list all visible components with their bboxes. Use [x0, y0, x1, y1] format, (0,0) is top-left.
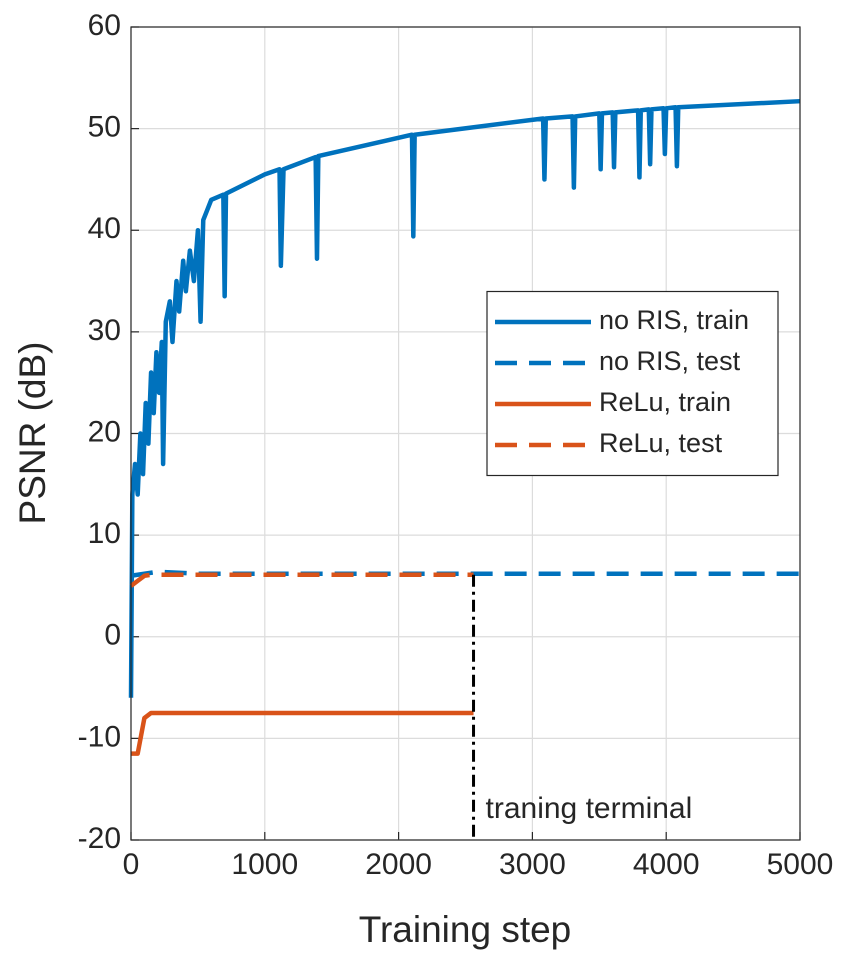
x-tick-label: 4000 [633, 848, 700, 881]
x-axis-label: Training step [359, 909, 572, 950]
x-tick-label: 5000 [767, 848, 834, 881]
legend-label: no RIS, test [599, 346, 741, 376]
y-tick-label: -20 [78, 822, 121, 855]
annotation-text: traning terminal [486, 792, 693, 825]
legend-label: ReLu, test [599, 428, 723, 458]
series-line [129, 572, 474, 588]
y-tick-label: 40 [88, 212, 121, 245]
y-tick-label: 30 [88, 314, 121, 347]
x-tick-label: 0 [123, 848, 140, 881]
y-axis-label: PSNR (dB) [12, 342, 53, 525]
y-tick-label: 0 [104, 619, 121, 652]
y-tick-label: 10 [88, 517, 121, 550]
series-line [131, 710, 474, 756]
x-tick-label: 3000 [499, 848, 566, 881]
axes-box [130, 26, 801, 841]
y-tick-label: -10 [78, 720, 121, 753]
x-tick-label: 1000 [231, 848, 298, 881]
legend-label: ReLu, train [599, 387, 731, 417]
x-tick-label: 2000 [365, 848, 432, 881]
y-tick-label: 60 [88, 9, 121, 42]
legend-label: no RIS, train [599, 305, 749, 335]
y-tick-label: 20 [88, 415, 121, 448]
series-line [128, 98, 801, 698]
y-tick-label: 50 [88, 111, 121, 144]
